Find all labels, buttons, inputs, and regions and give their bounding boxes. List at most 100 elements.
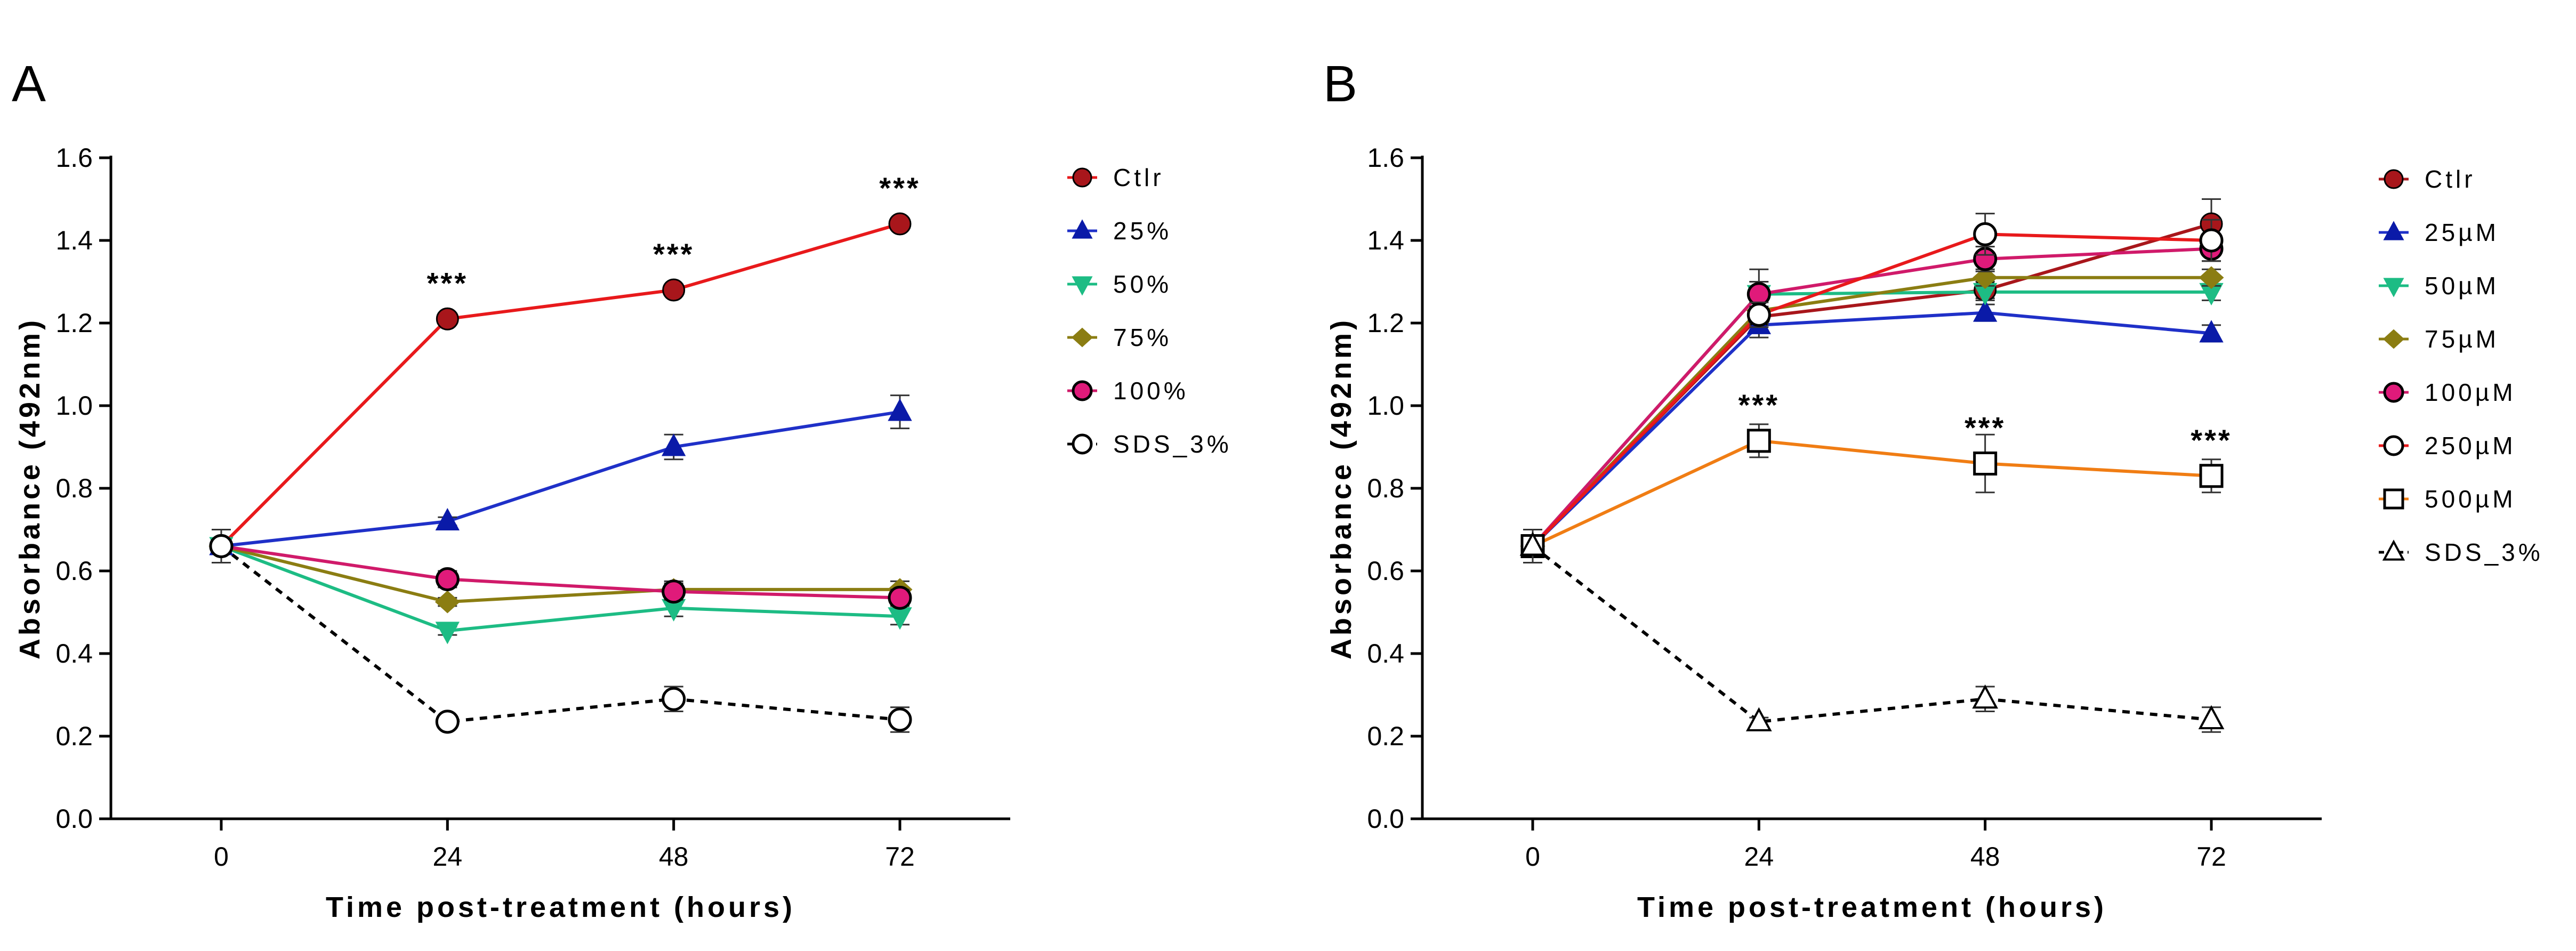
series-points-75- bbox=[208, 535, 913, 614]
series-points-50-m bbox=[1520, 268, 2224, 563]
series-line bbox=[1531, 311, 2212, 547]
y-tick-label: 0.8 bbox=[55, 473, 93, 503]
legend-marker bbox=[2383, 221, 2404, 240]
series-line bbox=[220, 544, 900, 633]
legend-marker bbox=[1072, 276, 1093, 296]
significance-label: *** bbox=[1738, 388, 1780, 422]
y-tick-label: 1.6 bbox=[55, 143, 93, 173]
legend-item: SDS_3% bbox=[2379, 538, 2543, 566]
series-line bbox=[1531, 290, 2211, 547]
data-point bbox=[2199, 266, 2224, 289]
y-tick-label: 1.0 bbox=[1367, 391, 1404, 421]
legend-marker bbox=[2383, 278, 2404, 297]
legend-marker bbox=[2384, 169, 2404, 189]
legend-item: 50µM bbox=[2379, 272, 2499, 300]
data-point bbox=[2199, 464, 2224, 488]
data-point bbox=[662, 687, 686, 711]
significance-label: *** bbox=[427, 266, 468, 300]
axes: 0.0 0.2 0.4 0.6 0.8 1.0 1.2 1.4 1.6 0 24 48 72 bbox=[55, 143, 1010, 872]
legend-item: 25% bbox=[1067, 217, 1172, 245]
legend-item: SDS_3% bbox=[1067, 430, 1229, 458]
data-point bbox=[1746, 303, 1771, 327]
x-tick-label: 0 bbox=[214, 842, 229, 872]
series-75- bbox=[221, 544, 900, 604]
significance-label: *** bbox=[1965, 411, 2006, 445]
data-point bbox=[435, 710, 460, 734]
series-points-ctlr bbox=[210, 212, 912, 558]
legend: Ctlr 25% 50% 75% 100% SDS_3% bbox=[1067, 164, 1229, 458]
data-point bbox=[1972, 684, 1999, 709]
legend-marker bbox=[1072, 219, 1093, 239]
series-points-500-m bbox=[1520, 423, 2224, 563]
y-tick-label: 1.4 bbox=[1367, 225, 1404, 255]
y-axis-label: Absorbance (492nm) bbox=[14, 317, 46, 659]
series-line bbox=[1532, 545, 2212, 723]
x-tick-label: 48 bbox=[659, 842, 689, 872]
series-25- bbox=[221, 410, 900, 548]
data-point bbox=[662, 278, 686, 302]
series-line bbox=[221, 410, 900, 548]
legend-item: 100% bbox=[1067, 377, 1186, 405]
legend-label: Ctlr bbox=[1113, 164, 1164, 191]
legend-label: Ctlr bbox=[2425, 165, 2476, 193]
series-sds-3- bbox=[220, 545, 900, 723]
series-points-25- bbox=[209, 394, 912, 555]
series-line bbox=[1532, 439, 2212, 548]
data-point bbox=[888, 607, 912, 630]
series-points-25-m bbox=[1520, 299, 2224, 563]
legend-item: 500µM bbox=[2379, 485, 2513, 513]
y-tick-label: 1.2 bbox=[55, 308, 93, 338]
data-point bbox=[1519, 531, 1546, 556]
data-point bbox=[435, 507, 460, 530]
series-25-m bbox=[1531, 311, 2212, 547]
data-point bbox=[1973, 222, 1998, 246]
series-line bbox=[220, 222, 900, 547]
data-point bbox=[435, 622, 460, 644]
y-tick-label: 1.6 bbox=[1367, 143, 1404, 173]
y-axis-label: Absorbance (492nm) bbox=[1325, 317, 1357, 659]
significance-label: *** bbox=[653, 237, 694, 271]
legend-marker bbox=[1072, 433, 1093, 455]
series-layer bbox=[208, 212, 913, 734]
series-line bbox=[1531, 247, 2212, 547]
legend-marker bbox=[2383, 435, 2404, 456]
legend: Ctlr 25µM 50µM 75µM 100µM 250µM 500µM SDS_3% bbox=[2379, 165, 2543, 566]
series-line bbox=[221, 544, 900, 604]
y-tick-label: 1.0 bbox=[55, 391, 93, 421]
data-point bbox=[888, 585, 912, 610]
data-point bbox=[435, 567, 460, 591]
data-point bbox=[2199, 320, 2224, 343]
legend-label: 75% bbox=[1113, 324, 1172, 351]
significance-label: *** bbox=[2191, 423, 2232, 457]
series-points-sds-3- bbox=[1519, 529, 2225, 733]
x-tick-label: 24 bbox=[433, 842, 463, 872]
series-250-m bbox=[1531, 232, 2212, 547]
data-point bbox=[2199, 228, 2224, 253]
y-tick-label: 1.4 bbox=[55, 225, 93, 255]
legend-item: 50% bbox=[1067, 270, 1169, 298]
legend-item: 75µM bbox=[2379, 325, 2496, 353]
panel-a: A 0.0 0.2 0.4 0.6 0.8 1.0 1.2 1.4 1.6 0 24 48 72 Time … bbox=[12, 55, 1229, 923]
data-point bbox=[1746, 429, 1771, 453]
x-axis-label: Time post-treatment (hours) bbox=[1637, 891, 2107, 923]
legend-label: 250µM bbox=[2425, 432, 2516, 460]
data-point bbox=[1973, 266, 1998, 289]
legend-item: 25µM bbox=[2379, 219, 2499, 246]
legend-label: 25µM bbox=[2425, 219, 2499, 246]
y-tick-label: 0.6 bbox=[55, 556, 93, 586]
legend-marker bbox=[1071, 327, 1093, 348]
data-point bbox=[661, 433, 686, 456]
y-tick-label: 0.2 bbox=[55, 721, 93, 751]
y-tick-label: 1.2 bbox=[1367, 308, 1404, 338]
y-tick-label: 0.2 bbox=[1367, 721, 1404, 751]
data-point bbox=[1973, 452, 1998, 475]
legend-marker bbox=[2383, 382, 2404, 403]
legend-label: SDS_3% bbox=[2425, 538, 2543, 566]
series-ctlr bbox=[220, 222, 900, 547]
legend-marker bbox=[1072, 380, 1093, 401]
legend-label: 25% bbox=[1113, 217, 1172, 245]
legend-label: 50µM bbox=[2425, 272, 2499, 300]
y-tick-label: 0.8 bbox=[1367, 473, 1404, 503]
legend-label: 100µM bbox=[2425, 378, 2516, 406]
series-points-100-m bbox=[1520, 235, 2224, 563]
